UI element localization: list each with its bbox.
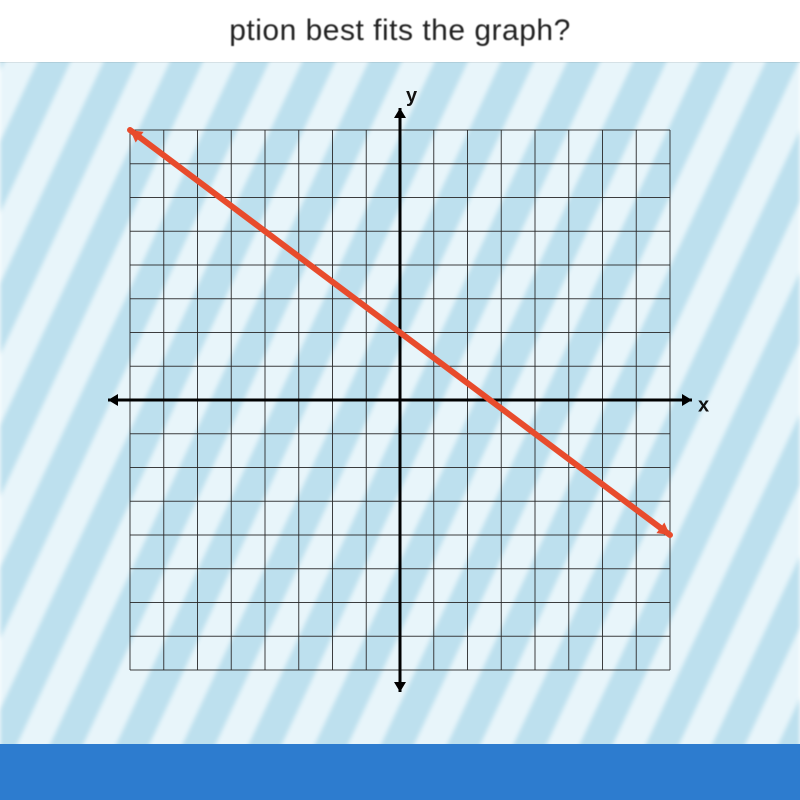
bottom-band — [0, 744, 800, 800]
question-header: ption best fits the graph? — [0, 0, 800, 62]
question-text: ption best fits the graph? — [229, 14, 571, 48]
coordinate-graph: yx — [90, 90, 710, 710]
page-root: ption best fits the graph? yx — [0, 0, 800, 800]
svg-text:x: x — [698, 394, 709, 416]
graph-svg: yx — [90, 90, 710, 710]
svg-text:y: y — [406, 90, 418, 107]
